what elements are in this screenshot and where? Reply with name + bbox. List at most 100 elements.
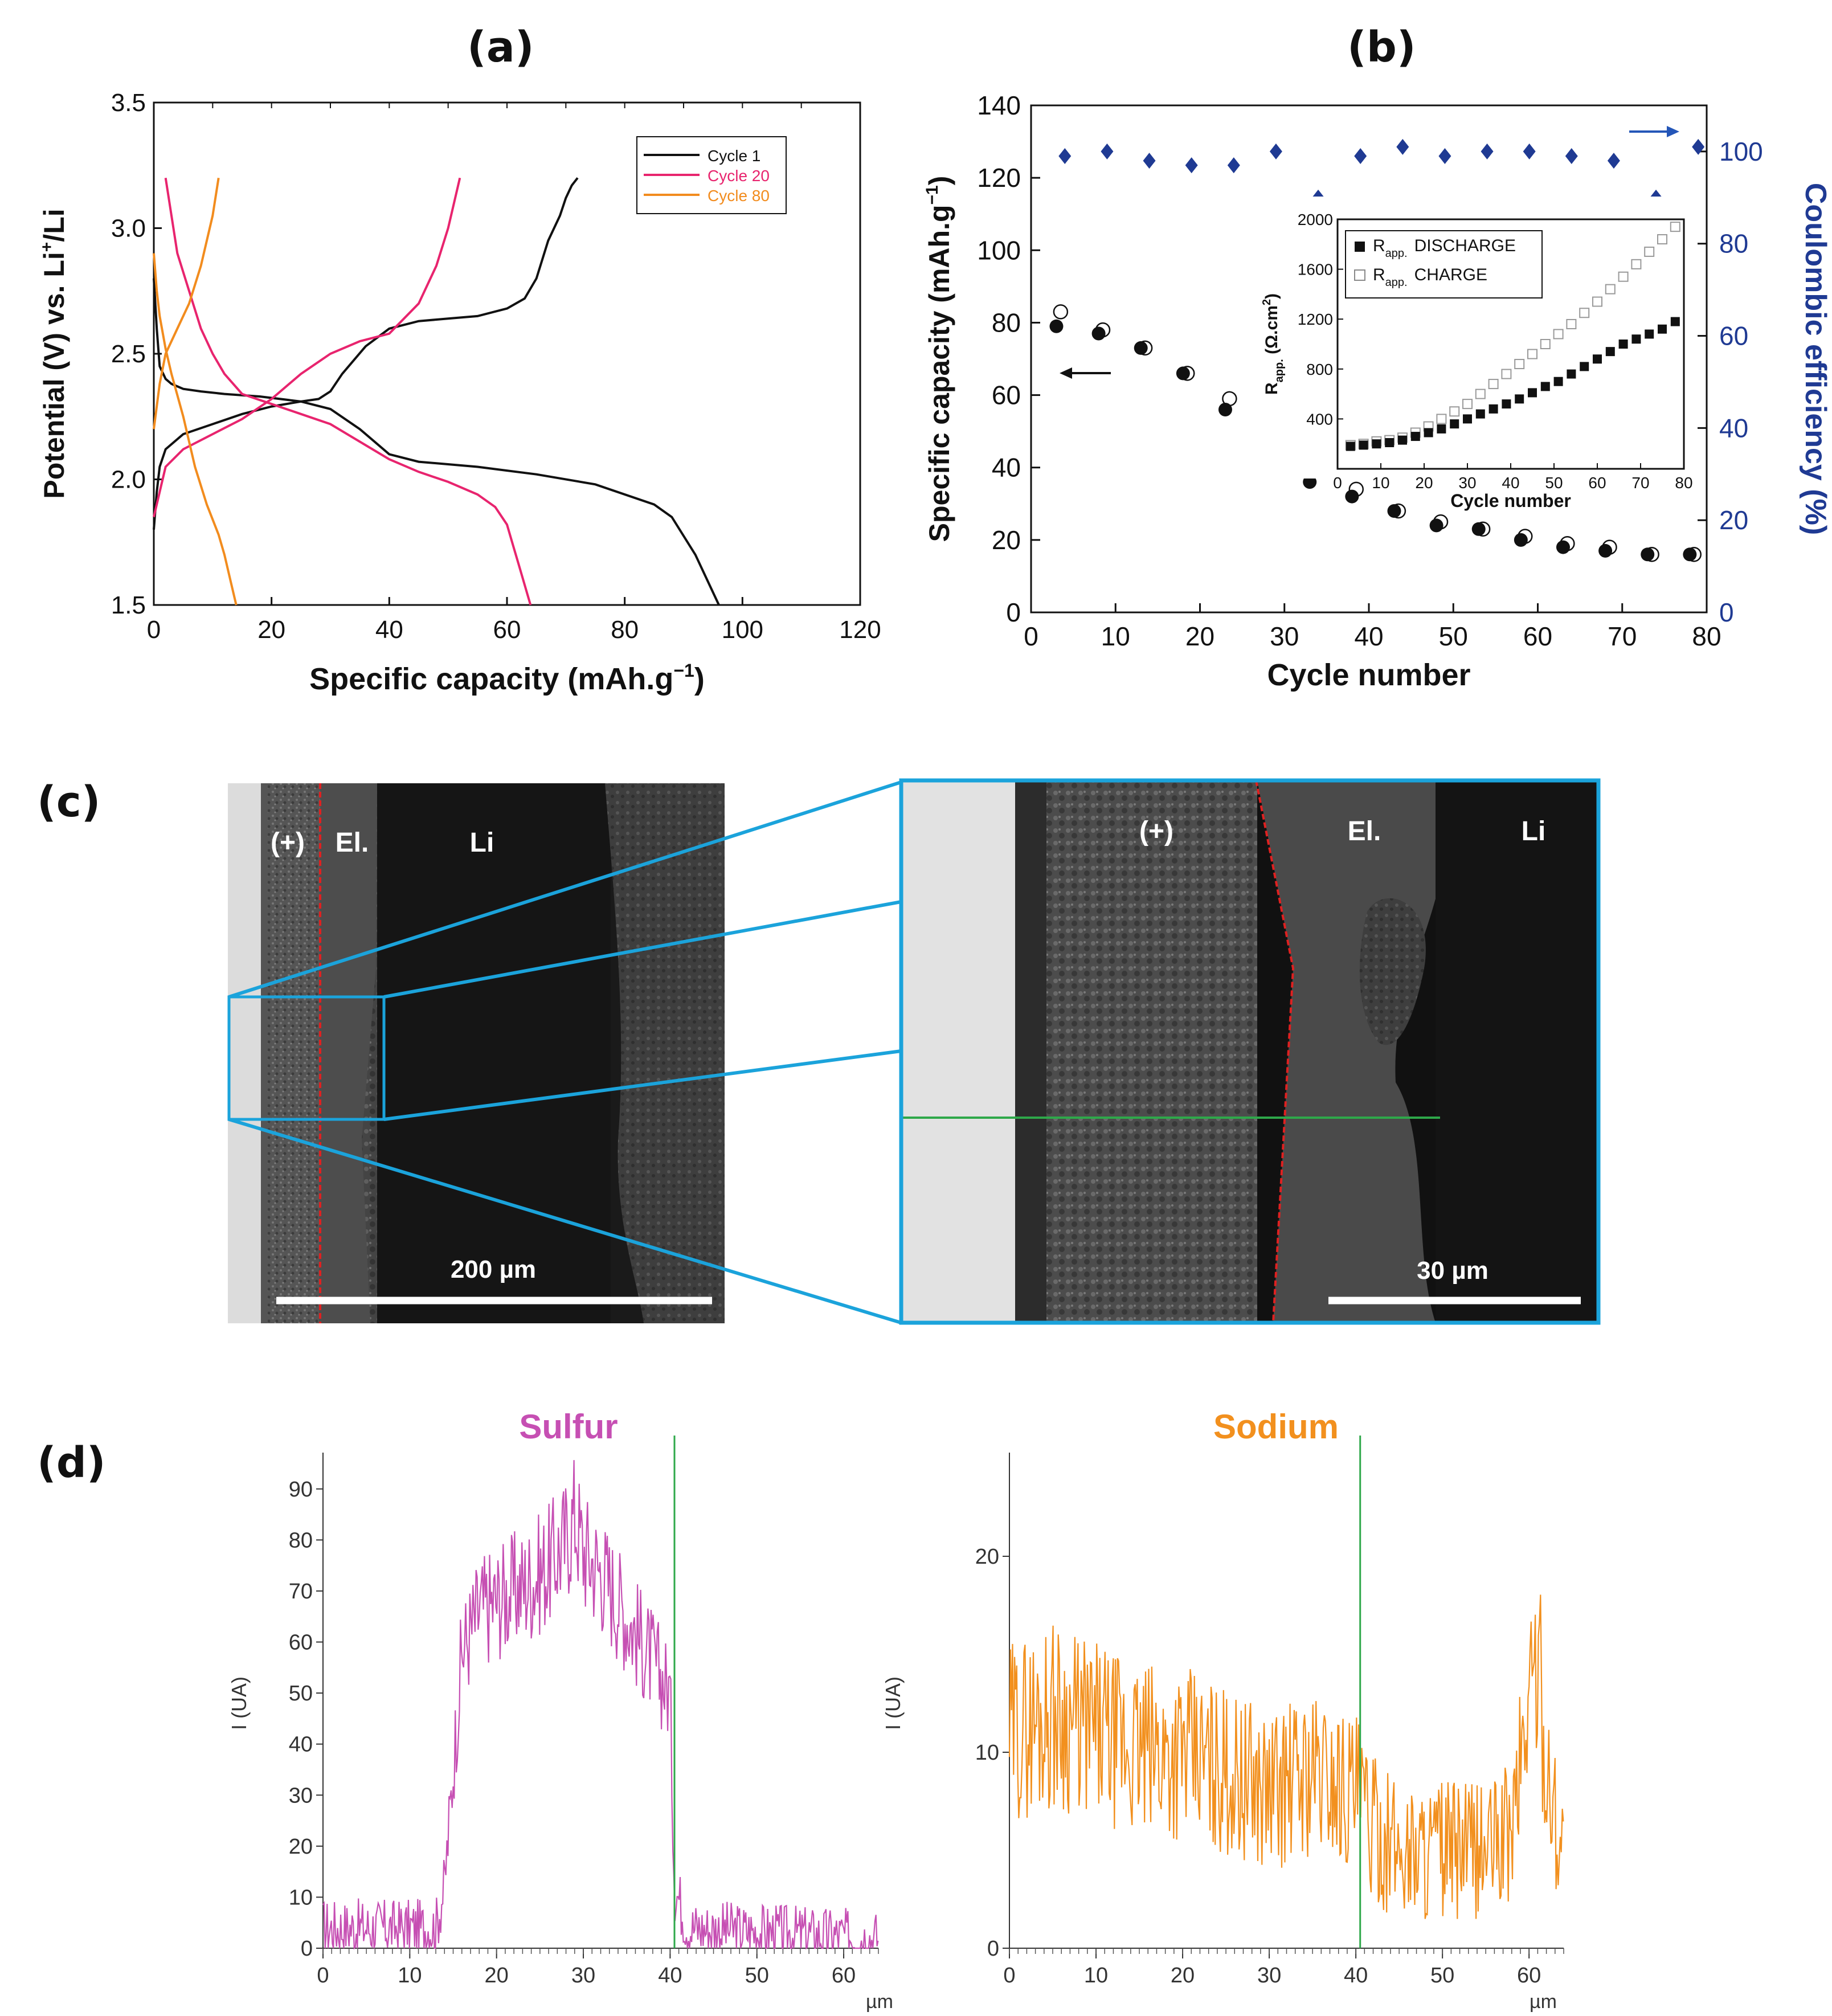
sem-left-scale-label: 200 µm bbox=[451, 1256, 536, 1283]
chart-a-ytick-label: 2.5 bbox=[111, 340, 146, 368]
chart-b-efficiency-point bbox=[1523, 143, 1536, 160]
inset-ytick-label: 1600 bbox=[1298, 261, 1333, 279]
inset-charge-point bbox=[1618, 271, 1629, 282]
inset-charge-point bbox=[1657, 234, 1667, 245]
chart-a-xtick-label: 0 bbox=[147, 616, 161, 644]
chart-a-series-4 bbox=[153, 253, 238, 606]
chart-b-xtick-label: 20 bbox=[1185, 621, 1214, 651]
scan-ytick-label: 40 bbox=[289, 1733, 313, 1757]
chart-b-efficiency-point bbox=[1565, 148, 1578, 164]
chart-b-efficiency-point bbox=[1692, 138, 1705, 155]
inset-xtick-label: 70 bbox=[1631, 474, 1649, 492]
inset-discharge-point bbox=[1605, 347, 1615, 357]
chart-a-series-1 bbox=[153, 177, 579, 530]
inset-discharge-point bbox=[1553, 377, 1563, 386]
chart-a-xtick-label: 20 bbox=[257, 616, 285, 644]
inset-discharge-point bbox=[1372, 439, 1381, 449]
chart-b-discharge-point bbox=[1345, 489, 1359, 504]
inset-charge-point bbox=[1462, 399, 1473, 410]
scan-xtick-label: 0 bbox=[317, 1964, 329, 1988]
inset-charge-point bbox=[1670, 222, 1680, 232]
chart-b-discharge-point bbox=[1134, 341, 1148, 355]
inset-discharge-point bbox=[1398, 435, 1407, 445]
chart-b-y2tick-label: 100 bbox=[1719, 137, 1763, 166]
inset-discharge-point bbox=[1502, 399, 1511, 409]
inset-legend-charge: Rapp. CHARGE bbox=[1373, 265, 1487, 289]
chart-a-legend: Cycle 1 Cycle 20 Cycle 80 bbox=[636, 136, 787, 214]
chart-b-discharge-point bbox=[1598, 543, 1613, 558]
inset-charge-point bbox=[1436, 414, 1447, 424]
inset-charge-point bbox=[1527, 349, 1537, 359]
inset-discharge-point bbox=[1346, 441, 1355, 451]
inset-charge-point bbox=[1540, 339, 1551, 349]
chart-b-xtick-label: 10 bbox=[1101, 621, 1130, 651]
sem-left-label-cathode: (+) bbox=[271, 828, 305, 858]
chart-b-discharge-point bbox=[1429, 518, 1443, 533]
inset-charge-point bbox=[1566, 318, 1577, 329]
inset-discharge-point bbox=[1488, 404, 1498, 414]
chart-a-series-5 bbox=[153, 177, 220, 430]
scan-xtick-label: 60 bbox=[1517, 1964, 1541, 1988]
inset-discharge-point bbox=[1618, 340, 1628, 349]
chart-a-ytick-label: 1.5 bbox=[111, 591, 146, 619]
sem-right-label-lithium: Li bbox=[1522, 816, 1546, 847]
inset-discharge-point bbox=[1359, 440, 1368, 450]
sem-right-boundary-line bbox=[1255, 780, 1295, 1323]
chart-b-y2tick-label: 20 bbox=[1719, 505, 1748, 535]
chart-b-efficiency-point bbox=[1143, 153, 1156, 169]
inset-ytick-label: 2000 bbox=[1298, 211, 1333, 228]
chart-sulfur-title: Sulfur bbox=[519, 1408, 618, 1446]
sem-right-scale-label: 30 µm bbox=[1417, 1257, 1488, 1285]
inset-charge-point bbox=[1475, 389, 1486, 399]
chart-b-ytick-label: 80 bbox=[992, 308, 1021, 337]
chart-b-ytick-label: 20 bbox=[992, 525, 1021, 555]
inset-xtick-label: 30 bbox=[1458, 474, 1476, 492]
arrow-left-head bbox=[1060, 367, 1072, 379]
chart-b-discharge-point bbox=[1176, 366, 1190, 381]
legend-cycle1: Cycle 1 bbox=[708, 147, 760, 165]
chart-b-efficiency-point bbox=[1185, 157, 1198, 174]
chart-a-xtick-label: 80 bbox=[611, 616, 639, 644]
chart-b-discharge-point bbox=[1218, 403, 1232, 416]
zoom-connectors bbox=[228, 780, 902, 1324]
inset-xtick-label: 20 bbox=[1415, 474, 1433, 492]
scan-xtick-label: 40 bbox=[1344, 1964, 1368, 1988]
chart-a-series-2 bbox=[164, 177, 532, 606]
inset-xtick-label: 60 bbox=[1588, 474, 1606, 492]
chart-b-discharge-point bbox=[1387, 504, 1401, 518]
scan-ytick-label: 30 bbox=[289, 1784, 313, 1808]
chart-b-efficiency-point bbox=[1354, 148, 1367, 164]
chart-b-y2tick-label: 40 bbox=[1719, 413, 1748, 443]
chart-b-xtick-label: 70 bbox=[1608, 621, 1637, 651]
chart-b-discharge-point bbox=[1091, 326, 1106, 341]
scan-ytick-label: 10 bbox=[975, 1741, 999, 1765]
sem-left-zoom-box bbox=[227, 995, 386, 1121]
chart-b-xtick-label: 80 bbox=[1692, 621, 1721, 651]
chart-a-ylabel: Potential (V) vs. Li+/Li bbox=[38, 208, 70, 498]
scan-ytick-label: 60 bbox=[289, 1631, 313, 1655]
scan-xtick-label: 20 bbox=[1171, 1964, 1195, 1988]
inset-discharge-point bbox=[1515, 394, 1524, 404]
chart-a-xtick-label: 40 bbox=[375, 616, 403, 644]
inset-xlabel: Cycle number bbox=[1450, 490, 1571, 511]
chart-b-discharge-point bbox=[1514, 533, 1528, 547]
chart-b-discharge-point bbox=[1303, 475, 1317, 489]
inset-discharge-point bbox=[1631, 334, 1641, 344]
chart-b-ytick-label: 140 bbox=[977, 91, 1021, 120]
inset-charge-point bbox=[1579, 308, 1590, 318]
chart-b-discharge-point bbox=[1556, 540, 1570, 554]
chart-b-charge-point bbox=[1053, 304, 1069, 320]
sem-panel: (+) El. Li 200 µm (+) El. Li bbox=[227, 778, 1601, 1325]
sem-left-image: (+) El. Li 200 µm bbox=[227, 783, 725, 1323]
inset-charge-point bbox=[1553, 329, 1564, 340]
inset-legend-discharge: Rapp. DISCHARGE bbox=[1373, 236, 1516, 260]
inset-discharge-point bbox=[1540, 382, 1550, 391]
chart-b-discharge-point bbox=[1683, 547, 1697, 562]
inset-xtick-label: 10 bbox=[1372, 474, 1389, 492]
chart-b-discharge-point bbox=[1471, 522, 1486, 536]
chart-a-xtick-label: 100 bbox=[722, 616, 763, 644]
scan-ytick-label: 20 bbox=[289, 1835, 313, 1859]
sem-left-label-lithium: Li bbox=[470, 828, 494, 858]
inset-discharge-point bbox=[1424, 428, 1433, 437]
